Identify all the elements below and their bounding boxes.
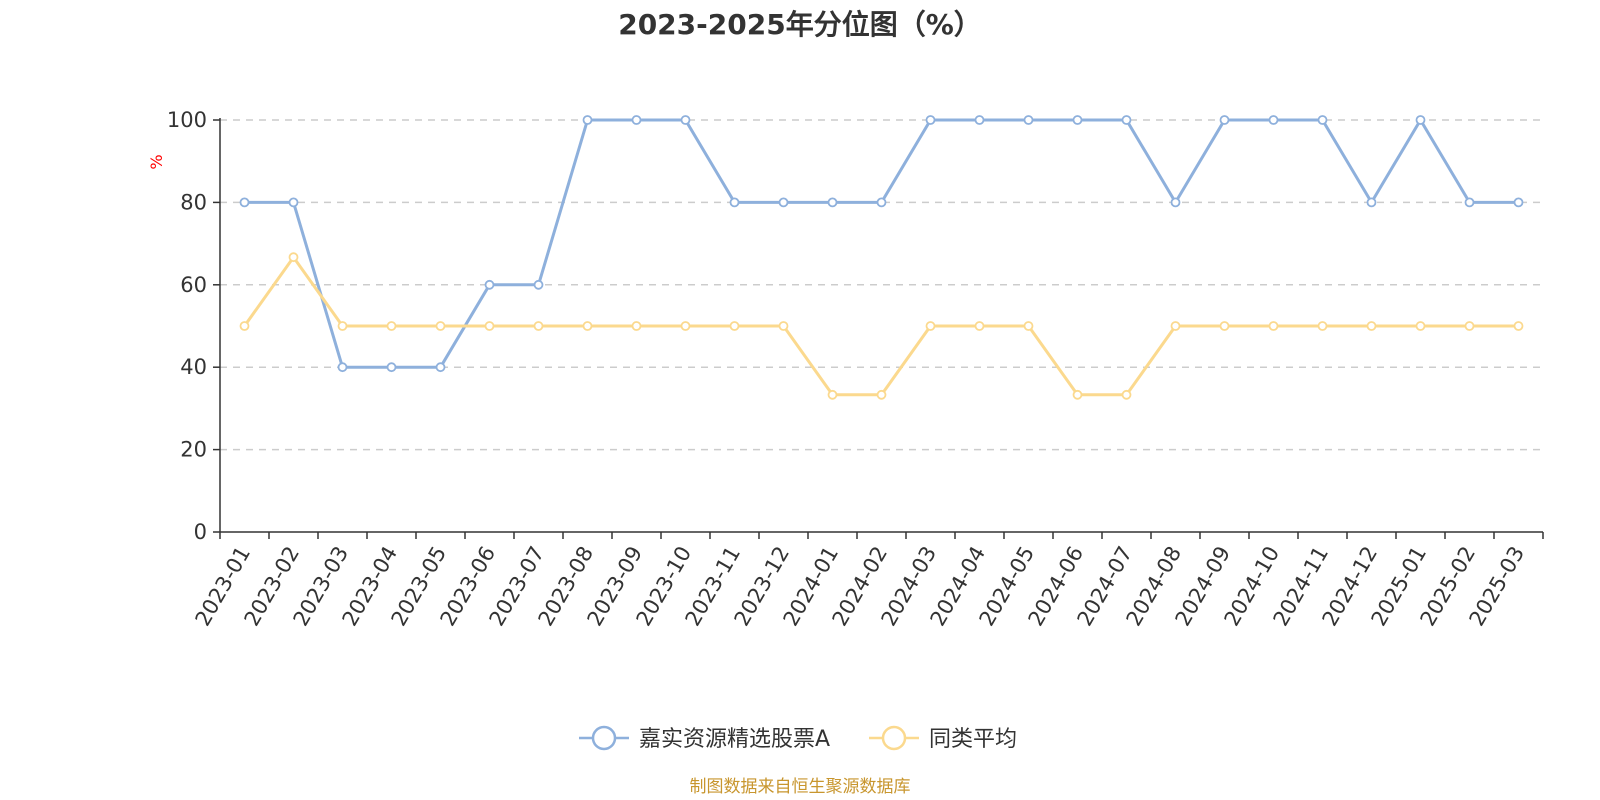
legend-item-1[interactable]: 同类平均: [869, 725, 1017, 752]
data-point-series-0: [484, 279, 495, 290]
data-point-series-1: [435, 321, 446, 331]
data-point-series-0: [631, 115, 642, 125]
data-point-series-1: [533, 321, 544, 331]
data-point-series-1: [582, 321, 593, 331]
legend-label: 嘉实资源精选股票A: [639, 727, 830, 752]
data-point-series-0: [1121, 115, 1132, 125]
data-point-series-1: [827, 389, 838, 400]
data-point-series-0: [1170, 197, 1181, 208]
data-point-series-1: [778, 321, 789, 331]
series-line-0: [244, 118, 1519, 369]
data-point-series-1: [729, 321, 740, 331]
data-point-series-1: [1366, 321, 1377, 331]
legend-item-0[interactable]: 嘉实资源精选股票A: [579, 725, 830, 752]
data-point-series-0: [435, 362, 446, 373]
data-point-series-1: [1121, 389, 1132, 400]
data-point-series-0: [582, 115, 593, 125]
data-point-series-0: [386, 362, 397, 373]
y-tick-label: 60: [180, 273, 207, 297]
data-point-series-0: [1317, 115, 1328, 125]
data-point-series-1: [1170, 321, 1181, 331]
legend-label: 同类平均: [929, 727, 1017, 752]
data-point-series-1: [337, 321, 348, 331]
data-point-series-0: [1513, 197, 1524, 208]
data-point-series-1: [925, 321, 936, 331]
data-point-series-0: [876, 197, 887, 208]
data-point-series-0: [827, 197, 838, 208]
data-point-series-1: [484, 321, 495, 331]
data-point-series-1: [631, 321, 642, 331]
data-point-series-0: [974, 115, 985, 125]
grid-lines: [220, 119, 1543, 451]
legend[interactable]: 嘉实资源精选股票A 同类平均: [579, 725, 1017, 752]
legend-circle-icon: [881, 725, 907, 751]
data-point-series-0: [1268, 115, 1279, 125]
data-point-series-0: [1464, 197, 1475, 208]
data-point-series-0: [680, 115, 691, 125]
data-point-series-0: [1415, 115, 1426, 125]
series-lines: [239, 115, 1524, 400]
data-point-series-1: [876, 389, 887, 400]
data-point-series-1: [1317, 321, 1328, 331]
y-tick-label: 40: [180, 355, 207, 379]
data-point-series-0: [288, 197, 299, 208]
data-point-series-1: [288, 252, 299, 263]
y-tick-label: 20: [180, 438, 207, 462]
data-point-series-1: [1268, 321, 1279, 331]
data-point-series-1: [1072, 389, 1083, 400]
data-point-series-1: [1415, 321, 1426, 331]
source-note: 制图数据来自恒生聚源数据库: [690, 777, 911, 797]
legend-circle-icon: [591, 725, 617, 751]
axes: 0204060801002023-012023-022023-032023-04…: [167, 108, 1544, 630]
data-point-series-1: [974, 321, 985, 331]
data-point-series-0: [1366, 197, 1377, 208]
data-point-series-0: [337, 362, 348, 373]
data-point-series-0: [1219, 115, 1230, 125]
data-point-series-0: [533, 279, 544, 290]
data-point-series-0: [1023, 115, 1034, 125]
y-tick-label: 80: [180, 190, 207, 214]
y-axis-label: %: [147, 154, 166, 169]
data-point-series-1: [239, 321, 250, 331]
data-point-series-0: [1072, 115, 1083, 125]
data-point-series-1: [1513, 321, 1524, 331]
y-tick-label: 0: [194, 520, 207, 544]
data-point-series-1: [1219, 321, 1230, 331]
data-point-series-1: [680, 321, 691, 331]
data-point-series-0: [239, 197, 250, 208]
data-point-series-0: [729, 197, 740, 208]
data-point-series-0: [778, 197, 789, 208]
data-point-series-1: [1464, 321, 1475, 331]
data-point-series-0: [925, 115, 936, 125]
chart-title: 2023-2025年分位图（%）: [618, 8, 982, 41]
data-point-series-1: [1023, 321, 1034, 331]
data-point-series-1: [386, 321, 397, 331]
y-tick-label: 100: [167, 108, 207, 132]
